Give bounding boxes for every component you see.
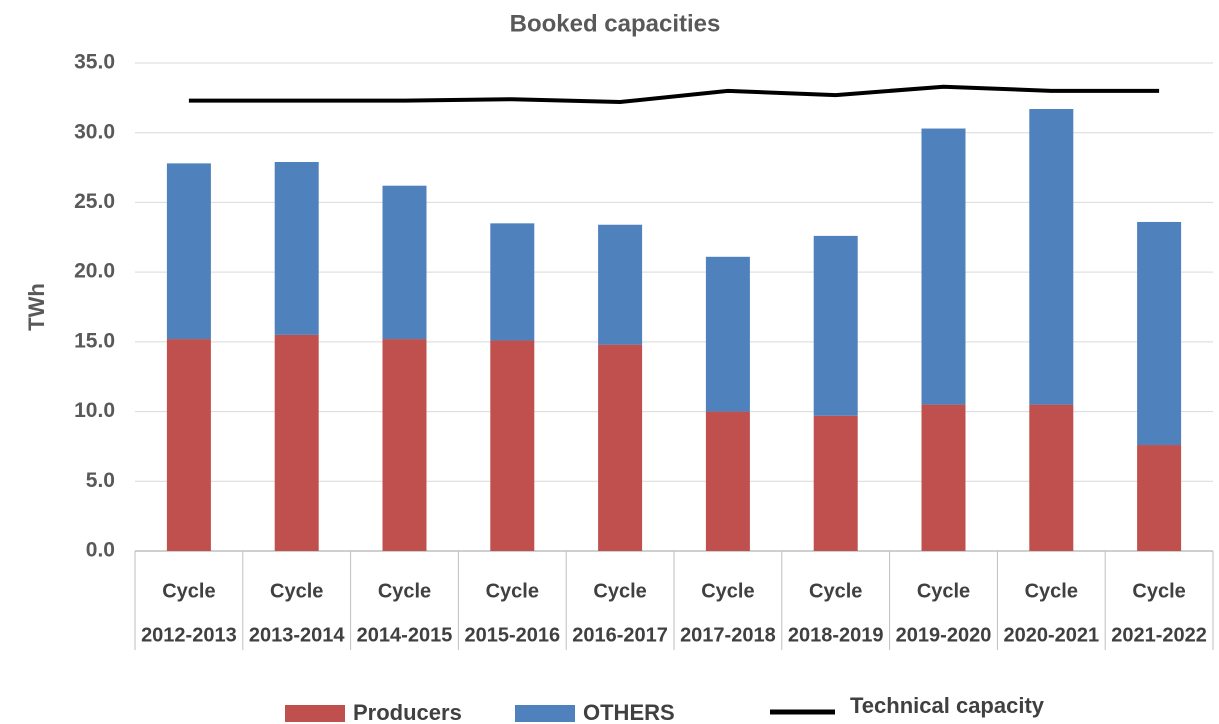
- legend-label: Producers: [353, 700, 462, 724]
- x-tick-label: 2012-2013: [141, 624, 237, 646]
- line: [188, 84, 1160, 105]
- bar: [1137, 221, 1182, 446]
- x-tick-label: 2021-2022: [1111, 624, 1207, 646]
- bar: [1029, 404, 1074, 551]
- bar: [382, 339, 427, 551]
- x-tick-label: 2019-2020: [896, 624, 992, 646]
- bar: [598, 224, 643, 345]
- x-tick-label: Cycle: [1025, 580, 1078, 602]
- bar: [705, 256, 750, 412]
- x-tick-label: 2017-2018: [680, 624, 776, 646]
- y-tick-label: 25.0: [74, 190, 115, 213]
- bar: [490, 340, 535, 551]
- legend-swatch: [285, 705, 345, 722]
- y-tick-label: 0.0: [86, 539, 115, 562]
- x-tick-label: 2018-2019: [788, 624, 884, 646]
- x-tick-label: Cycle: [593, 580, 646, 602]
- x-tick-label: Cycle: [1132, 580, 1185, 602]
- bar: [1029, 109, 1074, 405]
- legend-label: OTHERS: [583, 700, 675, 724]
- bar: [1137, 445, 1182, 551]
- y-tick-label: 10.0: [74, 399, 115, 422]
- x-tick-label: Cycle: [701, 580, 754, 602]
- legend-swatch: [515, 705, 575, 722]
- x-tick-label: Cycle: [378, 580, 431, 602]
- x-tick-label: Cycle: [917, 580, 970, 602]
- bar: [490, 223, 535, 341]
- x-tick-label: 2020-2021: [1003, 624, 1099, 646]
- bar: [813, 415, 858, 551]
- y-tick-label: 15.0: [74, 329, 115, 352]
- bar: [813, 235, 858, 416]
- x-tick-label: 2013-2014: [249, 624, 346, 646]
- chart-title: Booked capacities: [510, 10, 721, 37]
- x-tick-label: Cycle: [270, 580, 323, 602]
- y-tick-label: 30.0: [74, 120, 115, 143]
- bar: [274, 334, 319, 551]
- x-tick-label: Cycle: [162, 580, 215, 602]
- bar: [921, 128, 966, 405]
- y-tick-label: 5.0: [86, 469, 115, 492]
- x-tick-label: Cycle: [809, 580, 862, 602]
- bar: [598, 344, 643, 551]
- bar: [921, 404, 966, 551]
- x-tick-label: Cycle: [486, 580, 539, 602]
- y-axis-label: TWh: [24, 283, 49, 331]
- y-tick-label: 20.0: [74, 260, 115, 283]
- legend-label: Technical capacity: [850, 693, 1045, 718]
- bar: [382, 185, 427, 340]
- x-tick-label: 2014-2015: [357, 624, 453, 646]
- bar: [166, 339, 211, 551]
- bar: [166, 163, 211, 340]
- x-tick-label: 2015-2016: [464, 624, 560, 646]
- y-tick-label: 35.0: [74, 51, 115, 74]
- bar: [274, 161, 319, 335]
- x-tick-label: 2016-2017: [572, 624, 668, 646]
- bar: [705, 411, 750, 551]
